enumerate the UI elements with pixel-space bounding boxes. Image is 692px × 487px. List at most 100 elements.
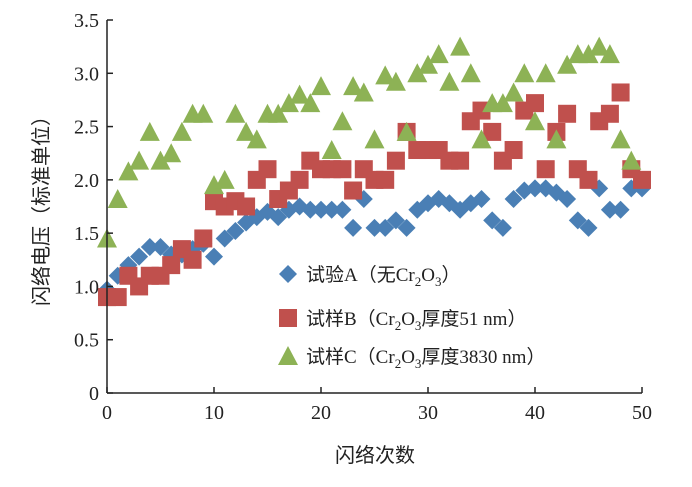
legend-label-part: 厚度51 nm） (421, 308, 526, 330)
y-tick-label: 0 (89, 383, 99, 405)
data-point (514, 63, 535, 83)
legend-label-part: 2 (415, 274, 422, 289)
legend-label: 试样B（Cr2O3厚度51 nm） (306, 308, 526, 333)
data-point (322, 200, 341, 219)
x-axis-label: 闪络次数 (335, 444, 415, 467)
legend-label-part: O (421, 265, 435, 286)
data-point (633, 170, 651, 189)
legend-marker-square (279, 309, 297, 327)
data-point (344, 218, 363, 237)
data-point (204, 175, 224, 195)
x-tick-label: 10 (204, 402, 224, 424)
data-point (107, 189, 128, 209)
data-point (150, 150, 171, 170)
data-point (376, 170, 395, 189)
series-triangle (97, 36, 642, 248)
legend-label: 试验A（无Cr2O3） (306, 264, 460, 289)
data-point (450, 36, 471, 56)
legend-label-part: O (401, 347, 415, 368)
data-point (610, 129, 631, 149)
data-point (205, 247, 223, 266)
y-axis-label: 闪络电压（标准单位） (30, 106, 53, 306)
data-point (140, 237, 159, 256)
data-point (386, 211, 405, 230)
data-point (611, 200, 630, 219)
legend-marker-triangle (278, 346, 298, 365)
data-point (472, 190, 491, 209)
data-point (225, 103, 246, 123)
data-point (333, 200, 352, 219)
data-point (504, 141, 523, 160)
data-point (568, 211, 587, 230)
data-point (558, 190, 577, 209)
data-point (611, 83, 630, 102)
data-point (344, 181, 363, 200)
legend-label-part: 3 (435, 274, 442, 289)
data-point (258, 160, 277, 179)
data-point (353, 82, 374, 102)
data-point (311, 76, 331, 96)
data-point (365, 218, 384, 237)
data-point (579, 170, 598, 189)
data-point (503, 82, 524, 102)
data-point (557, 54, 578, 74)
data-point (108, 288, 127, 307)
y-tick-label: 3.5 (74, 10, 99, 32)
data-point (214, 169, 235, 189)
legend-label-part: ） (441, 264, 460, 286)
data-point (118, 161, 139, 181)
x-tick-label: 50 (632, 402, 652, 424)
data-point (599, 44, 620, 64)
data-point (269, 208, 288, 227)
data-point (215, 229, 234, 248)
y-tick-label: 3.0 (74, 63, 99, 85)
data-point (536, 160, 555, 179)
data-point (600, 200, 619, 219)
data-point (418, 54, 438, 74)
data-point (194, 229, 213, 248)
y-tick-label: 0.5 (74, 330, 99, 352)
data-point (525, 111, 545, 131)
data-point (621, 150, 642, 170)
data-point (333, 160, 352, 179)
data-point (162, 256, 181, 275)
data-point (226, 222, 245, 241)
data-point (312, 200, 330, 219)
data-point (535, 63, 556, 83)
series-square (98, 83, 651, 307)
legend-label-part: 试验A（无Cr (306, 264, 415, 286)
data-point (483, 211, 502, 230)
data-point (396, 121, 417, 141)
data-point (183, 250, 202, 269)
data-marks (97, 36, 651, 307)
data-point (428, 44, 449, 64)
data-point (526, 179, 544, 198)
data-point (300, 93, 321, 113)
data-point (332, 111, 353, 131)
data-point (451, 151, 470, 170)
data-point (246, 129, 267, 149)
data-point (397, 218, 416, 237)
data-point (161, 143, 182, 163)
data-point (385, 71, 406, 91)
data-point (600, 104, 619, 123)
data-point (558, 104, 577, 123)
data-point (471, 129, 492, 149)
data-point (171, 121, 192, 141)
legend-label-part: 3 (415, 356, 422, 371)
x-tick-label: 30 (418, 402, 438, 424)
data-point (130, 247, 149, 266)
data-point (278, 93, 299, 113)
y-tick-label: 2.0 (74, 170, 99, 192)
legend-label-part: 3 (415, 318, 422, 333)
data-point (237, 197, 256, 216)
x-tick-label: 0 (102, 402, 112, 424)
axis-ticks: 0 10 20 30 40 50 0 0.5 1.0 1.5 2.0 2.5 3.0 3.5 (74, 10, 652, 424)
data-point (578, 44, 599, 64)
data-point (546, 129, 567, 149)
data-point (504, 190, 523, 209)
legend-label-part: 试样C（Cr (306, 346, 395, 368)
x-tick-label: 20 (311, 402, 331, 424)
data-point (439, 71, 460, 91)
